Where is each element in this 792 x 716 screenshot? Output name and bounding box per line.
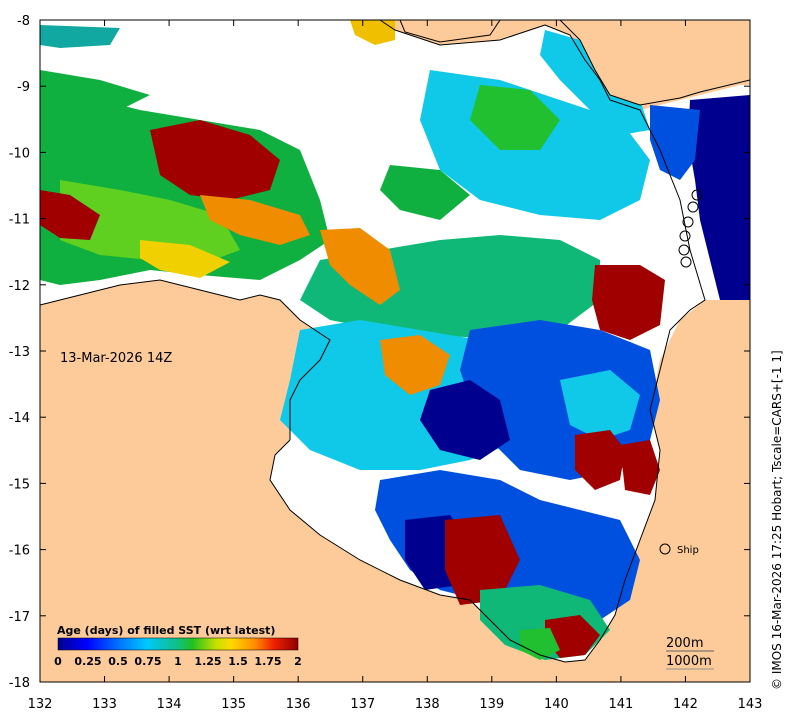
x-tick-label: 139: [479, 697, 504, 712]
contour-1000-label: 1000m: [666, 654, 712, 669]
y-tick-label: -18: [9, 676, 30, 691]
colorbar-gradient: [57, 637, 299, 651]
x-tick-label: 138: [415, 697, 440, 712]
sst-region-red-north: [150, 120, 280, 200]
sst-region-green-center: [380, 165, 470, 220]
x-tick-label: 140: [544, 697, 569, 712]
sst-region-lightgreen: [60, 180, 240, 265]
sst-region-red-gulf-east: [575, 430, 625, 490]
y-tick-label: -12: [9, 279, 30, 294]
x-axis: 132 133 134 135 136 137 138 139 140 141 142 143: [28, 20, 763, 712]
y-tick-label: -14: [9, 411, 30, 426]
y-tick-label: -17: [9, 610, 30, 625]
sst-region-navy-east: [688, 95, 750, 300]
reef-markers: [678, 189, 703, 268]
y-tick-label: -8: [17, 14, 30, 29]
colorbar-tick-label: 1.75: [254, 655, 281, 668]
sst-region-orange-gulf: [380, 335, 450, 395]
sst-region-yellow: [140, 240, 230, 278]
colorbar-tick-label: 0.75: [134, 655, 161, 668]
sst-region-orange-west: [200, 195, 310, 245]
colorbar-tick-label: 0: [54, 655, 62, 668]
sst-region-red-northwest: [40, 190, 100, 240]
sst-region-red-gulf-east2: [620, 440, 660, 495]
x-tick-label: 143: [738, 697, 763, 712]
x-tick-label: 142: [673, 697, 698, 712]
x-tick-label: 133: [92, 697, 117, 712]
x-tick-label: 135: [221, 697, 246, 712]
y-tick-label: -11: [9, 213, 30, 228]
date-label: 13-Mar-2026 14Z: [60, 351, 172, 366]
sst-region-yellow-top: [350, 20, 395, 45]
x-tick-label: 136: [286, 697, 311, 712]
sst-region-blue-east: [650, 105, 700, 180]
colorbar-tick-label: 1.5: [228, 655, 248, 668]
sst-region-red-east: [592, 265, 665, 340]
coastline-top-end: [39, 279, 331, 440]
sst-region-red-south: [445, 515, 520, 605]
credit-text: © IMOS 16-Mar-2026 17:25 Hobart; Tscale=…: [770, 350, 784, 690]
x-tick-label: 132: [28, 697, 53, 712]
colorbar-tick-label: 1: [174, 655, 182, 668]
x-tick-label: 137: [350, 697, 375, 712]
x-tick-label: 141: [608, 697, 633, 712]
y-tick-label: -16: [9, 544, 30, 559]
colorbar-tick-label: 0.5: [108, 655, 128, 668]
sst-region-cyan-gulf-east: [560, 370, 640, 440]
colorbar-tick-label: 0.25: [74, 655, 101, 668]
sst-region-navy-gulf: [420, 380, 510, 460]
y-tick-label: -15: [9, 477, 30, 492]
ship-label: Ship: [677, 545, 699, 556]
y-axis: -8 -9 -10 -11 -12 -13 -14 -15 -16 -17 -18: [9, 14, 750, 691]
x-tick-label: 134: [157, 697, 182, 712]
sst-region-cyan-ne: [540, 30, 650, 135]
y-tick-label: -13: [9, 345, 30, 360]
coastline-cape-york: [269, 24, 706, 663]
sst-region-orange-center: [320, 228, 400, 305]
coastline-png: [379, 19, 546, 46]
colorbar-tick-label: 1.25: [194, 655, 221, 668]
sst-region-green-nw2: [40, 70, 150, 110]
y-tick-label: -10: [9, 146, 30, 161]
sst-region-green-southtip: [520, 628, 560, 660]
y-tick-label: -9: [17, 80, 30, 95]
colorbar-tick-label: 2: [294, 655, 302, 668]
contour-200-label: 200m: [666, 636, 703, 651]
ship-marker: [659, 543, 671, 555]
colorbar-title: Age (days) of filled SST (wrt latest): [57, 624, 275, 637]
sst-region-teal-nw: [40, 25, 120, 48]
sst-region-green-north: [470, 85, 560, 150]
